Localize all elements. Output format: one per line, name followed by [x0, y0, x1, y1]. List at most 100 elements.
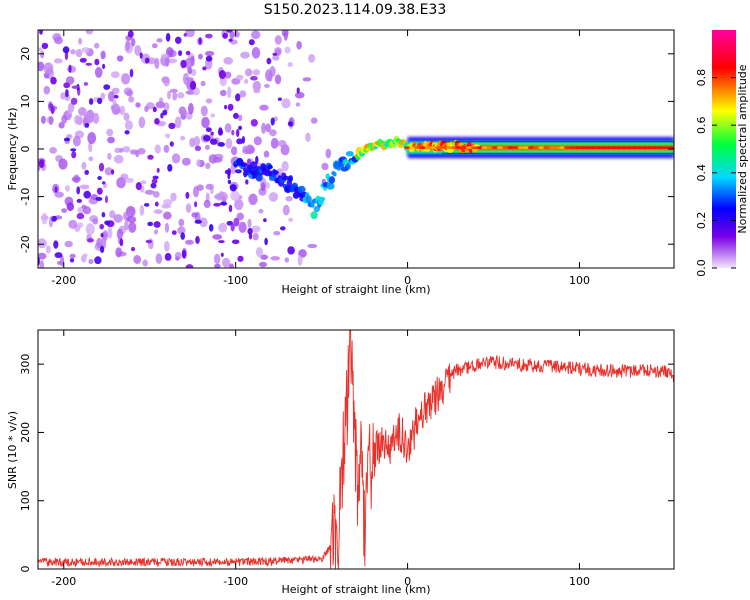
noise-speckle	[224, 123, 232, 133]
noise-speckle	[113, 154, 124, 164]
noise-speckle	[161, 53, 169, 59]
noise-speckle	[39, 260, 45, 268]
noise-speckle	[180, 59, 187, 69]
noise-speckle	[266, 57, 272, 65]
noise-speckle	[115, 247, 123, 258]
noise-speckle	[81, 161, 87, 170]
x-tick-label: 0	[404, 274, 411, 287]
noise-speckle	[259, 104, 269, 111]
noise-speckle	[218, 240, 225, 244]
noise-speckle	[167, 58, 178, 64]
noise-speckle	[100, 50, 106, 60]
noise-speckle	[107, 136, 115, 144]
carrier-core	[641, 146, 649, 150]
carrier-core	[584, 146, 592, 150]
noise-speckle	[225, 138, 233, 149]
noise-speckle	[185, 30, 195, 38]
noise-speckle	[325, 148, 332, 159]
carrier-core	[424, 146, 432, 150]
noise-speckle	[233, 112, 239, 119]
noise-speckle	[188, 102, 194, 115]
noise-speckle	[61, 208, 67, 214]
noise-speckle	[96, 187, 103, 195]
noise-speckle	[60, 92, 66, 100]
noise-speckle	[72, 135, 81, 147]
noise-speckle	[56, 261, 62, 265]
noise-speckle	[189, 80, 197, 90]
noise-speckle	[205, 183, 214, 190]
noise-speckle	[263, 150, 270, 158]
noise-speckle	[102, 63, 106, 70]
ridge-blob	[310, 211, 318, 220]
noise-speckle	[194, 201, 198, 208]
noise-speckle	[156, 38, 163, 43]
carrier-core	[636, 146, 644, 150]
noise-speckle	[127, 30, 134, 38]
carrier-core	[661, 146, 669, 150]
noise-speckle	[124, 220, 129, 231]
noise-speckle	[167, 90, 171, 100]
colorbar-tick-label: 0.8	[695, 69, 708, 87]
noise-speckle	[62, 46, 70, 54]
noise-speckle	[180, 110, 188, 116]
carrier-core	[414, 146, 422, 150]
noise-speckle	[119, 238, 124, 247]
ridge-blob	[267, 164, 273, 170]
carrier-core	[563, 146, 571, 150]
noise-speckle	[164, 252, 172, 261]
noise-speckle	[274, 74, 282, 85]
noise-speckle	[45, 245, 51, 254]
noise-speckle	[133, 255, 142, 264]
noise-speckle	[106, 128, 114, 137]
noise-speckle	[194, 145, 202, 151]
noise-speckle	[128, 96, 135, 103]
noise-speckle	[94, 256, 102, 265]
noise-speckle	[85, 30, 94, 35]
noise-speckle	[208, 154, 218, 164]
noise-speckle	[241, 136, 245, 144]
noise-speckle	[70, 49, 76, 55]
noise-speckle	[185, 239, 194, 245]
noise-speckle	[285, 195, 293, 202]
noise-speckle	[302, 77, 312, 82]
noise-speckle	[251, 225, 261, 233]
noise-speckle	[270, 256, 281, 261]
noise-speckle	[38, 47, 43, 52]
noise-speckle	[263, 218, 267, 223]
noise-speckle	[248, 232, 253, 240]
carrier-core	[445, 146, 453, 150]
carrier-core	[651, 146, 659, 150]
noise-speckle	[236, 129, 240, 137]
x-tick-label: 0	[404, 575, 411, 588]
noise-speckle	[210, 138, 218, 145]
noise-speckle	[114, 147, 121, 154]
noise-speckle	[85, 110, 94, 122]
noise-speckle	[163, 76, 171, 87]
noise-speckle	[153, 221, 161, 228]
noise-speckle	[252, 69, 261, 76]
noise-speckle	[111, 169, 115, 175]
noise-speckle	[251, 30, 261, 40]
noise-speckle	[95, 196, 103, 201]
noise-speckle	[66, 134, 73, 139]
noise-speckle	[153, 209, 163, 215]
noise-speckle	[81, 47, 90, 53]
ridge-blob	[288, 175, 294, 182]
noise-speckle	[171, 230, 177, 236]
noise-speckle	[172, 91, 178, 101]
noise-speckle	[204, 144, 210, 150]
noise-speckle	[234, 198, 244, 211]
carrier-core	[548, 146, 556, 150]
carrier-core	[646, 146, 654, 150]
noise-speckle	[82, 253, 88, 258]
noise-speckle	[190, 68, 197, 76]
noise-speckle	[175, 36, 182, 44]
noise-speckle	[138, 116, 146, 129]
y-tick-label: 0	[19, 566, 32, 573]
noise-speckle	[79, 57, 87, 63]
noise-speckle	[269, 129, 277, 137]
noise-speckle	[100, 233, 104, 238]
noise-speckle	[238, 125, 243, 131]
noise-speckle	[49, 147, 57, 154]
noise-speckle	[139, 52, 143, 59]
